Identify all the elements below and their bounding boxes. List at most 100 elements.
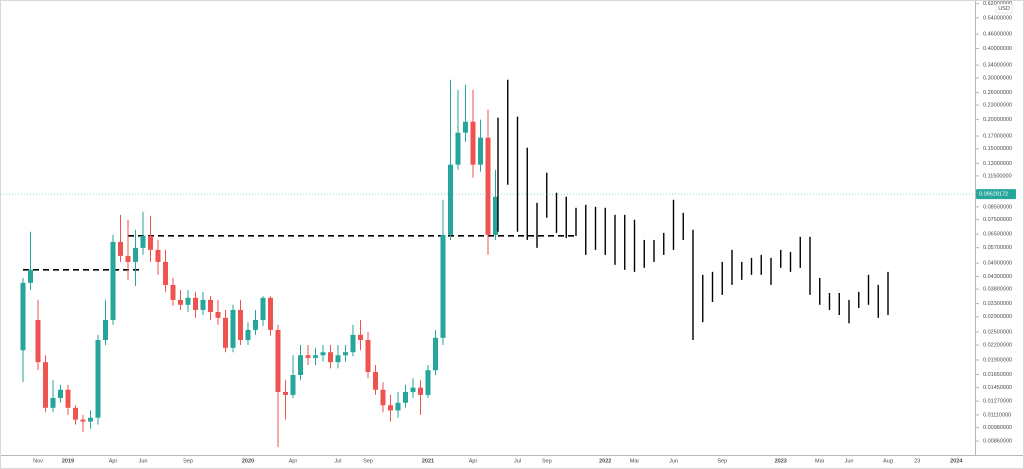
- candle-body: [350, 334, 356, 353]
- y-tick-label: 0.04300000: [983, 274, 1012, 280]
- x-tick-label: 2024: [950, 458, 963, 464]
- y-tick-label: 0.00860000: [983, 438, 1012, 444]
- x-tick-label: 2020: [242, 458, 254, 464]
- candle-body: [373, 371, 378, 390]
- y-tick-label: 0.40000000: [983, 46, 1012, 52]
- candle-body: [80, 419, 86, 422]
- y-tick-label: 0.54000000: [983, 15, 1012, 21]
- candle-body: [230, 309, 236, 348]
- candle-body: [298, 355, 303, 376]
- candle-body: [28, 269, 33, 283]
- y-tick-label: 0.01900000: [983, 357, 1012, 363]
- y-tick-label: 0.26000000: [983, 90, 1012, 96]
- y-tick-label: 0.04900000: [983, 261, 1012, 267]
- candle-body: [358, 334, 363, 341]
- candle-body: [43, 362, 48, 408]
- x-tick-label: Apr: [109, 458, 118, 464]
- candle-body: [478, 137, 483, 165]
- candle-body: [305, 355, 311, 358]
- candle-body: [170, 284, 176, 300]
- candle-body: [418, 387, 423, 395]
- candle-body: [440, 234, 446, 338]
- y-tick-label: 0.23000000: [983, 103, 1012, 109]
- x-tick-label: Jun: [845, 458, 854, 464]
- x-tick-label: Sep: [183, 458, 193, 464]
- x-tick-label: Jul: [334, 458, 341, 464]
- candle-body: [103, 319, 108, 341]
- x-tick-label: Jul: [514, 458, 521, 464]
- x-tick-label: Apr: [289, 458, 298, 464]
- y-tick-label: 0.01650000: [983, 372, 1012, 378]
- y-tick-label: 0.34000000: [983, 63, 1012, 69]
- candle-body: [155, 249, 161, 262]
- x-tick-label: Sep: [363, 458, 373, 464]
- x-tick-label: Mar: [815, 458, 825, 464]
- candle-body: [73, 407, 78, 420]
- candle-body: [140, 235, 146, 248]
- candle-body: [260, 297, 266, 320]
- currency-label: USD: [998, 6, 1010, 12]
- candle-body: [125, 255, 131, 262]
- y-tick-label: 0.01270000: [983, 399, 1012, 405]
- candle-body: [395, 402, 401, 411]
- candle-body: [290, 375, 296, 395]
- candle-body: [133, 247, 138, 262]
- y-tick-label: 0.13000000: [983, 161, 1012, 167]
- candle-body: [380, 389, 386, 406]
- y-tick-label: 0.30000000: [983, 75, 1012, 81]
- candle-body: [313, 355, 318, 358]
- candle-body: [65, 389, 71, 408]
- x-tick-label: Apr: [469, 458, 478, 464]
- y-tick-label: 0.03800000: [983, 287, 1012, 293]
- candle-body: [268, 297, 273, 330]
- candle-body: [493, 196, 498, 235]
- candle-body: [118, 241, 123, 256]
- candle-body: [448, 164, 453, 235]
- candle-body: [485, 137, 491, 235]
- candle-body: [20, 282, 26, 351]
- y-tick-label: 0.01450000: [983, 385, 1012, 391]
- candle-body: [215, 311, 221, 318]
- candle-body: [148, 235, 153, 250]
- y-tick-label: 0.03300000: [983, 301, 1012, 307]
- candle-body: [50, 397, 56, 408]
- candle-body: [275, 329, 281, 392]
- y-tick-label: 0.02200000: [983, 342, 1012, 348]
- candle-body: [245, 329, 251, 341]
- x-tick-label: 2022: [599, 458, 611, 464]
- x-tick-label: Nov: [33, 458, 43, 464]
- candle-body: [163, 261, 168, 285]
- candle-body: [343, 352, 348, 356]
- y-tick-label: 0.07500000: [983, 217, 1012, 223]
- candle-body: [425, 370, 431, 395]
- candle-body: [328, 352, 333, 363]
- y-tick-label: 0.17000000: [983, 133, 1012, 139]
- candle-body: [335, 355, 341, 363]
- x-tick-label: 23: [914, 458, 920, 464]
- y-tick-label: 0.02500000: [983, 329, 1012, 335]
- candle-body: [35, 319, 41, 363]
- x-tick-label: Jun: [139, 458, 148, 464]
- x-tick-label: 2021: [422, 458, 434, 464]
- candle-body: [95, 340, 101, 418]
- candle-body: [238, 309, 243, 341]
- x-tick-label: Mar: [630, 458, 640, 464]
- candle-body: [178, 299, 183, 305]
- y-tick-label: 0.15000000: [983, 146, 1012, 152]
- y-tick-label: 0.08500000: [983, 204, 1012, 210]
- y-tick-label: 0.46000000: [983, 32, 1012, 38]
- x-tick-label: Sep: [542, 458, 552, 464]
- candle-body: [223, 317, 228, 348]
- y-tick-label: 0.06500000: [983, 232, 1012, 238]
- last-price-box: [976, 189, 1016, 200]
- candle-body: [410, 387, 416, 392]
- candle-body: [200, 299, 206, 310]
- candle-body: [88, 417, 93, 422]
- candle-body: [193, 297, 198, 310]
- y-tick-label: 0.11500000: [983, 173, 1012, 179]
- x-tick-label: 2019: [62, 458, 74, 464]
- candle-body: [463, 121, 468, 133]
- x-tick-label: 2023: [775, 458, 787, 464]
- x-tick-label: Jun: [669, 458, 678, 464]
